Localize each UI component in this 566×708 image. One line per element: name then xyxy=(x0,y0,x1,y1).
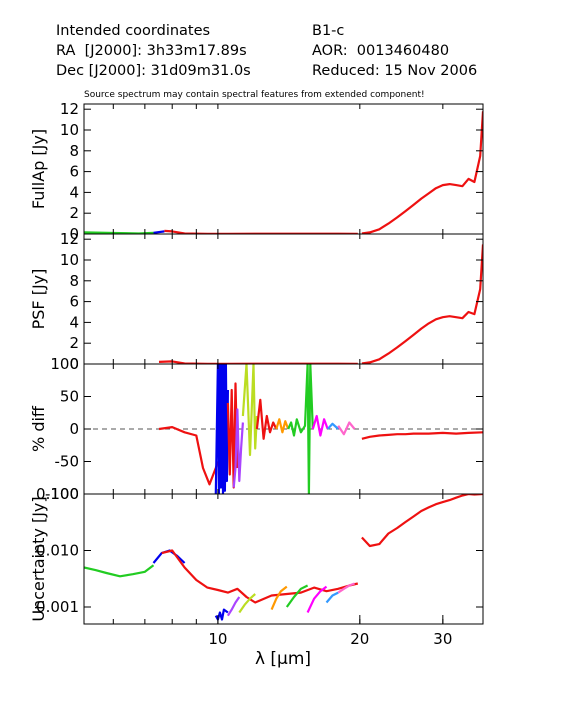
uncertainty-xtick-label: 30 xyxy=(433,630,452,648)
pctdiff-ytick-label: 50 xyxy=(60,388,79,406)
pctdiff-ytick-label: -50 xyxy=(55,453,80,471)
uncertainty-series-line xyxy=(361,494,483,548)
fullap-marks xyxy=(84,111,483,234)
uncertainty-ylabel: Uncertainty [Jy] xyxy=(29,496,48,621)
pctdiff-series-line xyxy=(287,364,314,494)
fullap-ylabel: FullAp [Jy] xyxy=(29,129,48,209)
fullap-ytick-label: 4 xyxy=(69,183,79,201)
uncertainty-series-line xyxy=(84,564,155,578)
pctdiff-axis: -100 -50 0 50 100 % diff xyxy=(29,355,484,503)
fullap-ytick-label: 6 xyxy=(69,163,79,181)
uncertainty-ytick-label: 0.010 xyxy=(36,541,79,559)
pctdiff-series-line xyxy=(326,422,339,430)
fullap-series-line xyxy=(164,229,358,234)
psf-series-line xyxy=(158,360,358,364)
uncertainty-xtick-label: 20 xyxy=(350,630,369,648)
fullap-axis: 0 2 4 6 8 10 12 FullAp [Jy] xyxy=(29,100,484,243)
fullap-ytick-label: 0 xyxy=(69,225,79,243)
pctdiff-series-line xyxy=(275,418,290,434)
fullap-ytick-label: 2 xyxy=(69,204,79,222)
pctdiff-series-line xyxy=(361,431,483,440)
pctdiff-ytick-label: 0 xyxy=(69,420,79,438)
uncertainty-series-line xyxy=(337,582,355,594)
uncertainty-frame xyxy=(83,493,484,625)
uncertainty-series-line xyxy=(161,549,359,604)
header-object-name: B1-c xyxy=(312,23,345,39)
pctdiff-series-line xyxy=(226,382,239,489)
uncertainty-ytick-label: 0.100 xyxy=(36,485,79,503)
uncertainty-marks xyxy=(84,494,483,621)
psf-ytick-label: 2 xyxy=(69,334,79,352)
pctdiff-series-line xyxy=(311,414,329,437)
pctdiff-series-line xyxy=(214,364,229,494)
uncertainty-series-line xyxy=(285,584,309,608)
fullap-frame xyxy=(83,103,484,235)
pctdiff-series-line xyxy=(337,421,356,436)
psf-marks xyxy=(158,244,483,364)
psf-ytick-label: 8 xyxy=(69,272,79,290)
uncertainty-series-line xyxy=(238,593,256,614)
fullap-ytick-label: 10 xyxy=(60,121,79,139)
fullap-ytick-label: 8 xyxy=(69,142,79,160)
pctdiff-series-line xyxy=(255,398,278,440)
header-reduced-date: Reduced: 15 Nov 2006 xyxy=(312,63,478,79)
pctdiff-series-line xyxy=(158,426,219,486)
panel-pctdiff: -100 -50 0 50 100 % diff xyxy=(29,355,484,503)
psf-series-line xyxy=(361,244,483,364)
pctdiff-ylabel: % diff xyxy=(29,405,48,452)
uncertainty-series-line xyxy=(306,585,328,613)
panel-psf: 0 2 4 6 8 10 12 PSF [Jy] xyxy=(29,230,484,373)
uncertainty-ytick-label: 0.001 xyxy=(36,598,79,616)
fullap-series-line xyxy=(361,111,483,234)
header-aor: AOR: 0013460480 xyxy=(312,43,450,59)
psf-frame xyxy=(83,233,484,365)
header-dec: Dec [J2000]: 31d09m31.0s xyxy=(56,63,251,79)
uncertainty-series-line xyxy=(226,596,241,617)
pctdiff-marks xyxy=(84,364,483,494)
panel-fullap: 0 2 4 6 8 10 12 FullAp [Jy] xyxy=(29,100,484,243)
uncertainty-series-line xyxy=(325,591,339,604)
psf-ylabel: PSF [Jy] xyxy=(29,269,48,330)
header-intended-coordinates: Intended coordinates xyxy=(56,23,211,39)
psf-ytick-label: 10 xyxy=(60,251,79,269)
pctdiff-ytick-label: -100 xyxy=(45,485,79,503)
fullap-ytick-label: 12 xyxy=(60,100,79,118)
fullap-series-line xyxy=(153,230,165,234)
extended-component-warning: Source spectrum may contain spectral fea… xyxy=(84,90,425,100)
psf-ytick-label: 0 xyxy=(69,355,79,373)
psf-ytick-label: 6 xyxy=(69,293,79,311)
uncertainty-xlabel: λ [μm] xyxy=(255,649,311,669)
psf-axis: 0 2 4 6 8 10 12 PSF [Jy] xyxy=(29,230,484,373)
uncertainty-xtick-label: 10 xyxy=(208,630,227,648)
pctdiff-series-line xyxy=(241,364,258,457)
psf-ytick-label: 4 xyxy=(69,313,79,331)
pctdiff-ytick-label: 100 xyxy=(50,355,79,373)
header-ra: RA [J2000]: 3h33m17.89s xyxy=(56,43,247,59)
pctdiff-series-line xyxy=(232,408,244,488)
psf-ytick-label: 12 xyxy=(60,230,79,248)
fullap-series-line xyxy=(84,231,154,234)
uncertainty-series-line xyxy=(270,585,288,611)
